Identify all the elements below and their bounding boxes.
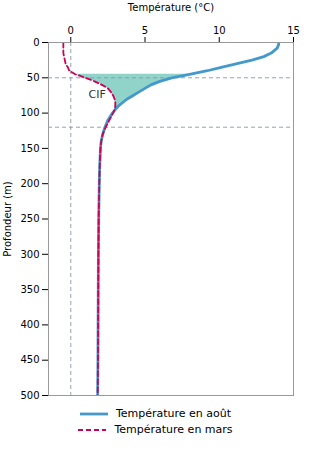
svg-text:10: 10 — [213, 25, 226, 36]
svg-text:5: 5 — [142, 25, 148, 36]
svg-text:Température (°C): Température (°C) — [127, 2, 214, 13]
html-text:Température en août: Température en août — [115, 407, 232, 420]
svg-text:0: 0 — [33, 37, 39, 48]
svg-text:15: 15 — [287, 25, 300, 36]
svg-text:150: 150 — [20, 143, 39, 154]
svg-text:500: 500 — [20, 390, 39, 401]
svg-text:CIF: CIF — [89, 88, 106, 101]
svg-text:100: 100 — [20, 107, 39, 118]
svg-text:200: 200 — [20, 178, 39, 189]
svg-text:300: 300 — [20, 249, 39, 260]
svg-text:50: 50 — [27, 72, 40, 83]
svg-text:0: 0 — [68, 25, 74, 36]
svg-text:Profondeur (m): Profondeur (m) — [2, 181, 13, 257]
html-text:Température en mars: Température en mars — [114, 423, 233, 436]
svg-text:250: 250 — [20, 213, 39, 224]
svg-text:450: 450 — [20, 354, 39, 365]
svg-text:400: 400 — [20, 319, 39, 330]
svg-text:350: 350 — [20, 284, 39, 295]
